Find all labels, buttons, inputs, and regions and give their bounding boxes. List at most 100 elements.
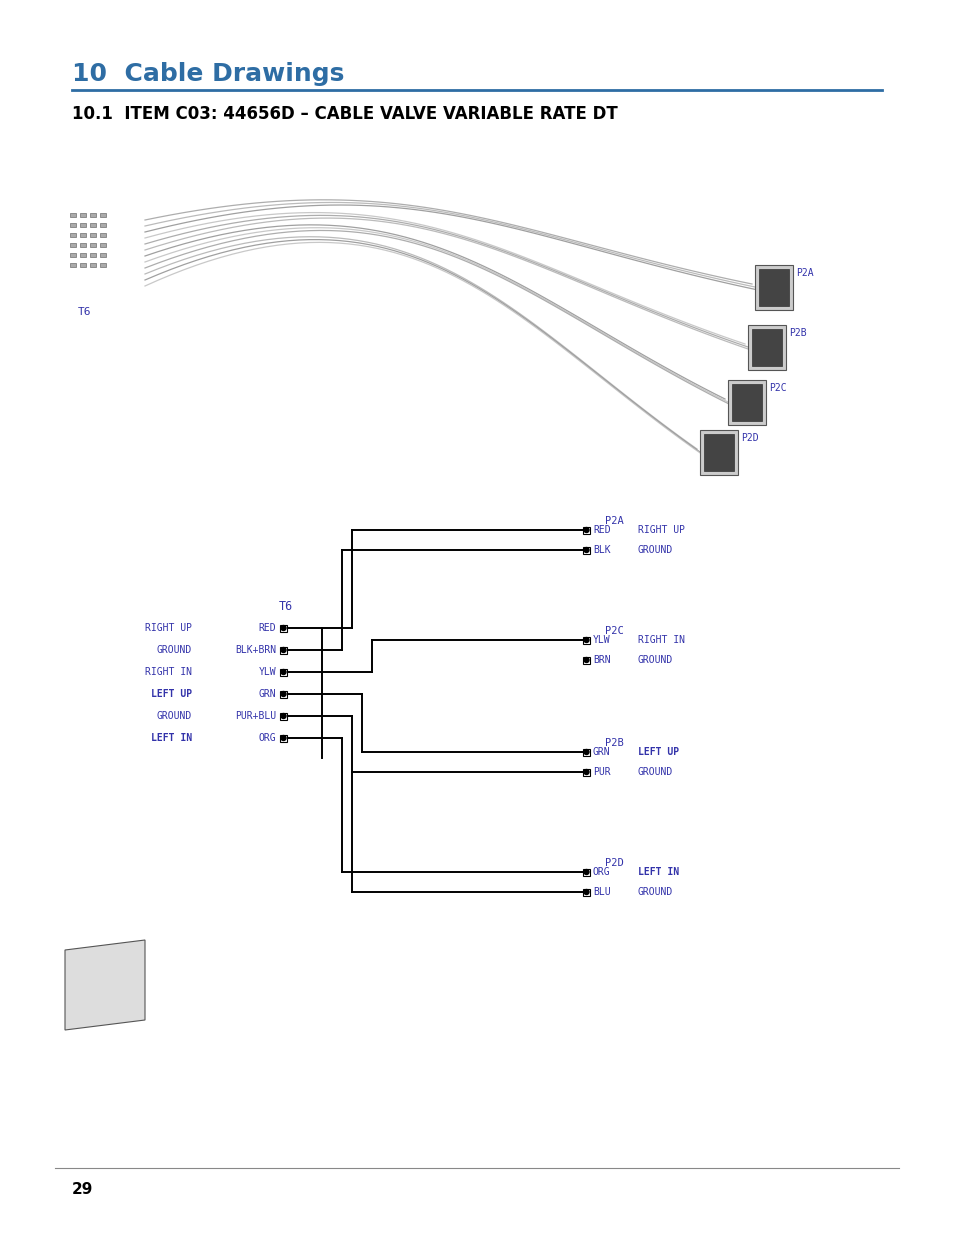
Bar xyxy=(280,735,287,741)
Text: P2C: P2C xyxy=(768,383,786,393)
Text: RIGHT UP: RIGHT UP xyxy=(638,525,684,535)
Bar xyxy=(280,668,287,676)
Bar xyxy=(759,269,788,306)
Bar xyxy=(80,253,86,257)
Bar xyxy=(280,690,287,698)
Text: BRN: BRN xyxy=(593,655,610,664)
Bar xyxy=(80,243,86,247)
Text: PUR: PUR xyxy=(593,767,610,777)
Bar xyxy=(700,430,738,475)
Bar xyxy=(80,233,86,237)
Circle shape xyxy=(281,692,286,697)
Text: PUR+BLU: PUR+BLU xyxy=(234,711,275,721)
Text: T6: T6 xyxy=(278,600,293,613)
Bar xyxy=(80,224,86,227)
Bar xyxy=(280,646,287,653)
Text: 10.1  ITEM C03: 44656D – CABLE VALVE VARIABLE RATE DT: 10.1 ITEM C03: 44656D – CABLE VALVE VARI… xyxy=(71,105,618,124)
Polygon shape xyxy=(65,940,145,1030)
Text: LEFT UP: LEFT UP xyxy=(638,747,679,757)
Text: GROUND: GROUND xyxy=(638,545,673,555)
Bar xyxy=(90,212,96,217)
Text: P2A: P2A xyxy=(604,516,623,526)
Circle shape xyxy=(583,547,588,552)
Bar xyxy=(582,657,589,663)
Text: BLK+BRN: BLK+BRN xyxy=(234,645,275,655)
Bar xyxy=(100,224,106,227)
Text: P2D: P2D xyxy=(604,858,623,868)
Text: ORG: ORG xyxy=(258,734,275,743)
Text: RED: RED xyxy=(258,622,275,634)
Text: BLK: BLK xyxy=(593,545,610,555)
Bar xyxy=(90,263,96,267)
Text: GROUND: GROUND xyxy=(156,711,192,721)
Bar xyxy=(90,233,96,237)
Text: GROUND: GROUND xyxy=(638,767,673,777)
Bar xyxy=(70,233,76,237)
Bar xyxy=(90,243,96,247)
Bar xyxy=(754,266,792,310)
Bar xyxy=(751,329,781,366)
Text: T6: T6 xyxy=(78,308,91,317)
Text: P2A: P2A xyxy=(795,268,813,278)
Bar xyxy=(100,233,106,237)
Circle shape xyxy=(583,869,588,874)
Bar xyxy=(280,625,287,631)
Circle shape xyxy=(281,647,286,652)
Text: 10  Cable Drawings: 10 Cable Drawings xyxy=(71,62,344,86)
Text: GRN: GRN xyxy=(258,689,275,699)
Bar xyxy=(100,253,106,257)
Bar xyxy=(70,212,76,217)
Circle shape xyxy=(583,657,588,662)
Circle shape xyxy=(583,527,588,532)
Bar xyxy=(582,748,589,756)
Text: P2C: P2C xyxy=(604,626,623,636)
Circle shape xyxy=(281,736,286,741)
Text: LEFT IN: LEFT IN xyxy=(151,734,192,743)
Circle shape xyxy=(583,769,588,774)
Text: BLU: BLU xyxy=(593,887,610,897)
Bar xyxy=(80,212,86,217)
Circle shape xyxy=(583,637,588,642)
Text: P2B: P2B xyxy=(604,739,623,748)
Bar xyxy=(731,384,761,421)
Circle shape xyxy=(583,889,588,894)
Circle shape xyxy=(281,625,286,631)
Text: RED: RED xyxy=(593,525,610,535)
Bar xyxy=(90,224,96,227)
Bar xyxy=(70,263,76,267)
Bar xyxy=(100,212,106,217)
Bar xyxy=(582,547,589,553)
Text: GROUND: GROUND xyxy=(638,887,673,897)
Bar xyxy=(90,253,96,257)
Bar xyxy=(582,768,589,776)
Bar xyxy=(70,243,76,247)
Text: P2D: P2D xyxy=(740,433,758,443)
Bar xyxy=(727,380,765,425)
Bar xyxy=(80,263,86,267)
Text: 29: 29 xyxy=(71,1182,93,1197)
Bar xyxy=(582,636,589,643)
Text: GRN: GRN xyxy=(593,747,610,757)
Text: YLW: YLW xyxy=(258,667,275,677)
Bar xyxy=(582,888,589,895)
Bar xyxy=(70,253,76,257)
Bar xyxy=(582,868,589,876)
Text: LEFT IN: LEFT IN xyxy=(638,867,679,877)
Text: YLW: YLW xyxy=(593,635,610,645)
Bar xyxy=(100,243,106,247)
Text: LEFT UP: LEFT UP xyxy=(151,689,192,699)
Circle shape xyxy=(281,669,286,674)
Bar xyxy=(703,433,733,471)
Text: GROUND: GROUND xyxy=(638,655,673,664)
Bar xyxy=(747,325,785,370)
Circle shape xyxy=(281,714,286,719)
Bar xyxy=(70,224,76,227)
Text: RIGHT IN: RIGHT IN xyxy=(145,667,192,677)
Text: ORG: ORG xyxy=(593,867,610,877)
Bar xyxy=(100,263,106,267)
Text: GROUND: GROUND xyxy=(156,645,192,655)
Bar xyxy=(280,713,287,720)
Text: RIGHT UP: RIGHT UP xyxy=(145,622,192,634)
Text: RIGHT IN: RIGHT IN xyxy=(638,635,684,645)
Circle shape xyxy=(583,750,588,755)
